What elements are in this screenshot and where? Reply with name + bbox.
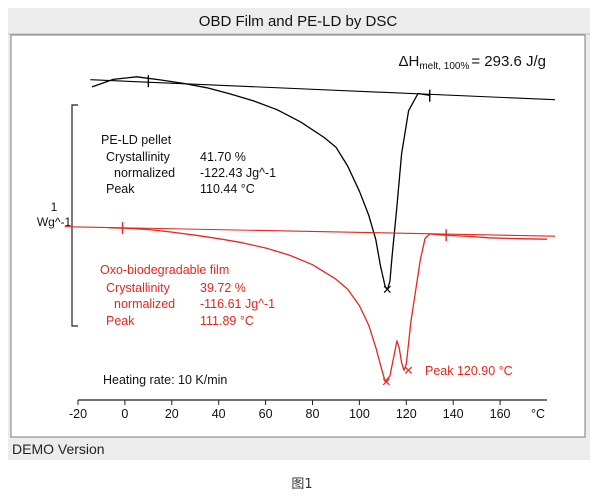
heating-rate-note: Heating rate: 10 K/min <box>103 373 227 387</box>
plot-area <box>10 34 586 438</box>
demo-version-label: DEMO Version <box>12 441 105 457</box>
oxo-film-stats: Oxo-biodegradable film Crystallinity 39.… <box>100 263 275 328</box>
pe-ld-stats: PE-LD pellet Crystallinity 41.70 % norma… <box>101 133 276 196</box>
oxo-film-curve <box>108 227 548 383</box>
x-tick-label: 20 <box>165 407 179 421</box>
x-tick-label: 140 <box>443 407 464 421</box>
enthalpy-symbol: ΔH <box>398 53 419 70</box>
pe-ld-peak-value: 110.44 °C <box>200 182 255 196</box>
oxo-film-peak-value: 111.89 °C <box>200 314 254 328</box>
oxo-film-normalized-label: normalized <box>114 297 175 311</box>
enthalpy-reference: ΔHmelt, 100% = 293.6 J/g <box>398 53 546 72</box>
oxo-film-baseline <box>64 226 556 237</box>
oxo-film-peak-marker <box>404 366 413 374</box>
pe-ld-crystallinity-label: Crystallinity <box>106 150 171 164</box>
oxo-film-crystallinity-label: Crystallinity <box>106 281 171 295</box>
chart-title: OBD Film and PE-LD by DSC <box>199 13 398 30</box>
y-scale-label-line: Wg^-1 <box>37 215 72 229</box>
x-tick-label: 0 <box>121 407 128 421</box>
figure-caption: 图1 <box>291 477 313 492</box>
pe-ld-baseline <box>90 79 556 101</box>
x-axis-unit: °C <box>531 407 545 421</box>
oxo-film-crystallinity-value: 39.72 % <box>200 281 246 295</box>
pe-ld-curve <box>91 76 430 290</box>
x-tick-label: 80 <box>306 407 320 421</box>
oxo-film-peak-annotation: Peak 120.90 °C <box>425 364 513 378</box>
pe-ld-crystallinity-value: 41.70 % <box>200 150 246 164</box>
oxo-film-normalized-value: -116.61 Jg^-1 <box>200 297 275 311</box>
y-scale-label-line: 1 <box>51 200 58 214</box>
dsc-chart: OBD Film and PE-LD by DSC ΔHmelt, 100% = … <box>8 13 590 438</box>
oxo-film-title: Oxo-biodegradable film <box>100 263 229 277</box>
oxo-film-peak-marker <box>382 378 390 386</box>
y-scale-bracket <box>71 104 78 327</box>
x-tick-label: 40 <box>212 407 226 421</box>
x-tick-label: 100 <box>349 407 370 421</box>
x-axis-ticks: -20 0 20 40 60 80 100 120 140 160 <box>69 400 511 421</box>
enthalpy-value: = 293.6 J/g <box>471 53 546 70</box>
series-layer <box>64 75 556 386</box>
oxo-film-peak-label: Peak <box>106 314 135 328</box>
x-tick-label: 160 <box>490 407 511 421</box>
enthalpy-subscript: melt, 100% <box>419 61 469 72</box>
chart-window: OBD Film and PE-LD by DSC ΔHmelt, 100% = … <box>8 8 590 460</box>
x-tick-label: 60 <box>259 407 273 421</box>
pe-ld-peak-marker <box>383 285 391 293</box>
pe-ld-normalized-label: normalized <box>114 166 175 180</box>
x-tick-label: 120 <box>396 407 417 421</box>
pe-ld-peak-label: Peak <box>106 182 135 196</box>
y-scale-label: 1 Wg^-1 <box>37 200 72 229</box>
pe-ld-normalized-value: -122.43 Jg^-1 <box>200 166 276 180</box>
pe-ld-title: PE-LD pellet <box>101 133 172 147</box>
x-tick-label: -20 <box>69 407 87 421</box>
